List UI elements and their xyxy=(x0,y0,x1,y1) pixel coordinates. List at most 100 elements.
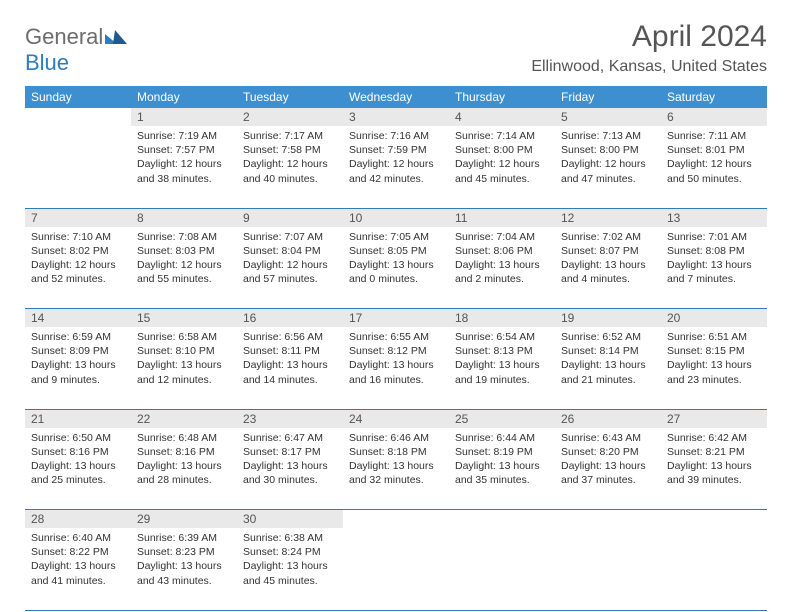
day-number: 19 xyxy=(555,309,661,328)
day-cell: Sunrise: 7:05 AMSunset: 8:05 PMDaylight:… xyxy=(343,227,449,309)
day-number: 14 xyxy=(25,309,131,328)
day-cell: Sunrise: 7:04 AMSunset: 8:06 PMDaylight:… xyxy=(449,227,555,309)
header: General Blue April 2024 Ellinwood, Kansa… xyxy=(25,20,767,76)
day-cell: Sunrise: 6:42 AMSunset: 8:21 PMDaylight:… xyxy=(661,428,767,510)
day-cell: Sunrise: 7:19 AMSunset: 7:57 PMDaylight:… xyxy=(131,126,237,208)
daynum-row: 14151617181920 xyxy=(25,309,767,328)
week-row: Sunrise: 6:50 AMSunset: 8:16 PMDaylight:… xyxy=(25,428,767,510)
day-header: Wednesday xyxy=(343,86,449,108)
day-number: 28 xyxy=(25,510,131,529)
day-details: Sunrise: 6:56 AMSunset: 8:11 PMDaylight:… xyxy=(237,327,343,393)
day-details: Sunrise: 7:05 AMSunset: 8:05 PMDaylight:… xyxy=(343,227,449,293)
day-details: Sunrise: 7:13 AMSunset: 8:00 PMDaylight:… xyxy=(555,126,661,192)
day-details: Sunrise: 7:04 AMSunset: 8:06 PMDaylight:… xyxy=(449,227,555,293)
day-number: 9 xyxy=(237,208,343,227)
day-number: 8 xyxy=(131,208,237,227)
day-number: 20 xyxy=(661,309,767,328)
day-number xyxy=(555,510,661,529)
day-cell: Sunrise: 7:13 AMSunset: 8:00 PMDaylight:… xyxy=(555,126,661,208)
day-details: Sunrise: 6:48 AMSunset: 8:16 PMDaylight:… xyxy=(131,428,237,494)
day-header: Saturday xyxy=(661,86,767,108)
day-cell: Sunrise: 7:07 AMSunset: 8:04 PMDaylight:… xyxy=(237,227,343,309)
day-details: Sunrise: 7:07 AMSunset: 8:04 PMDaylight:… xyxy=(237,227,343,293)
day-details: Sunrise: 6:58 AMSunset: 8:10 PMDaylight:… xyxy=(131,327,237,393)
daynum-row: 282930 xyxy=(25,510,767,529)
day-cell: Sunrise: 7:08 AMSunset: 8:03 PMDaylight:… xyxy=(131,227,237,309)
day-number: 15 xyxy=(131,309,237,328)
day-number: 13 xyxy=(661,208,767,227)
day-cell: Sunrise: 6:39 AMSunset: 8:23 PMDaylight:… xyxy=(131,528,237,610)
day-cell xyxy=(449,528,555,610)
title-block: April 2024 Ellinwood, Kansas, United Sta… xyxy=(531,20,767,76)
day-details: Sunrise: 6:50 AMSunset: 8:16 PMDaylight:… xyxy=(25,428,131,494)
location-text: Ellinwood, Kansas, United States xyxy=(531,58,767,76)
daynum-row: 123456 xyxy=(25,108,767,126)
day-number: 3 xyxy=(343,108,449,126)
logo: General Blue xyxy=(25,24,127,76)
day-number: 12 xyxy=(555,208,661,227)
week-row: Sunrise: 7:10 AMSunset: 8:02 PMDaylight:… xyxy=(25,227,767,309)
day-details: Sunrise: 6:42 AMSunset: 8:21 PMDaylight:… xyxy=(661,428,767,494)
day-number: 22 xyxy=(131,409,237,428)
calendar-table: SundayMondayTuesdayWednesdayThursdayFrid… xyxy=(25,86,767,611)
day-details: Sunrise: 6:39 AMSunset: 8:23 PMDaylight:… xyxy=(131,528,237,594)
day-details: Sunrise: 7:08 AMSunset: 8:03 PMDaylight:… xyxy=(131,227,237,293)
day-number: 30 xyxy=(237,510,343,529)
day-cell: Sunrise: 6:47 AMSunset: 8:17 PMDaylight:… xyxy=(237,428,343,510)
day-number xyxy=(449,510,555,529)
day-number: 26 xyxy=(555,409,661,428)
daynum-row: 21222324252627 xyxy=(25,409,767,428)
day-cell: Sunrise: 7:16 AMSunset: 7:59 PMDaylight:… xyxy=(343,126,449,208)
day-cell: Sunrise: 6:56 AMSunset: 8:11 PMDaylight:… xyxy=(237,327,343,409)
day-cell: Sunrise: 7:17 AMSunset: 7:58 PMDaylight:… xyxy=(237,126,343,208)
day-details: Sunrise: 6:40 AMSunset: 8:22 PMDaylight:… xyxy=(25,528,131,594)
day-cell: Sunrise: 6:59 AMSunset: 8:09 PMDaylight:… xyxy=(25,327,131,409)
day-cell: Sunrise: 6:58 AMSunset: 8:10 PMDaylight:… xyxy=(131,327,237,409)
day-number: 10 xyxy=(343,208,449,227)
day-number: 7 xyxy=(25,208,131,227)
day-cell: Sunrise: 6:38 AMSunset: 8:24 PMDaylight:… xyxy=(237,528,343,610)
day-number: 2 xyxy=(237,108,343,126)
day-details: Sunrise: 7:01 AMSunset: 8:08 PMDaylight:… xyxy=(661,227,767,293)
day-cell: Sunrise: 6:55 AMSunset: 8:12 PMDaylight:… xyxy=(343,327,449,409)
week-row: Sunrise: 7:19 AMSunset: 7:57 PMDaylight:… xyxy=(25,126,767,208)
day-details: Sunrise: 7:10 AMSunset: 8:02 PMDaylight:… xyxy=(25,227,131,293)
day-cell: Sunrise: 6:50 AMSunset: 8:16 PMDaylight:… xyxy=(25,428,131,510)
day-cell: Sunrise: 7:14 AMSunset: 8:00 PMDaylight:… xyxy=(449,126,555,208)
day-number: 27 xyxy=(661,409,767,428)
day-details: Sunrise: 6:46 AMSunset: 8:18 PMDaylight:… xyxy=(343,428,449,494)
day-number: 23 xyxy=(237,409,343,428)
day-number: 1 xyxy=(131,108,237,126)
week-row: Sunrise: 6:40 AMSunset: 8:22 PMDaylight:… xyxy=(25,528,767,610)
day-number: 6 xyxy=(661,108,767,126)
day-cell xyxy=(25,126,131,208)
calendar-body: 123456Sunrise: 7:19 AMSunset: 7:57 PMDay… xyxy=(25,108,767,610)
day-header: Tuesday xyxy=(237,86,343,108)
logo-mark-icon xyxy=(105,28,127,44)
day-details: Sunrise: 7:02 AMSunset: 8:07 PMDaylight:… xyxy=(555,227,661,293)
day-details: Sunrise: 6:59 AMSunset: 8:09 PMDaylight:… xyxy=(25,327,131,393)
day-cell xyxy=(343,528,449,610)
day-details: Sunrise: 7:16 AMSunset: 7:59 PMDaylight:… xyxy=(343,126,449,192)
day-cell: Sunrise: 6:46 AMSunset: 8:18 PMDaylight:… xyxy=(343,428,449,510)
day-cell xyxy=(555,528,661,610)
day-header: Monday xyxy=(131,86,237,108)
week-row: Sunrise: 6:59 AMSunset: 8:09 PMDaylight:… xyxy=(25,327,767,409)
day-details: Sunrise: 7:14 AMSunset: 8:00 PMDaylight:… xyxy=(449,126,555,192)
day-details: Sunrise: 6:47 AMSunset: 8:17 PMDaylight:… xyxy=(237,428,343,494)
day-details: Sunrise: 6:38 AMSunset: 8:24 PMDaylight:… xyxy=(237,528,343,594)
day-number xyxy=(661,510,767,529)
day-number: 24 xyxy=(343,409,449,428)
day-details: Sunrise: 7:17 AMSunset: 7:58 PMDaylight:… xyxy=(237,126,343,192)
day-number: 29 xyxy=(131,510,237,529)
day-details: Sunrise: 6:54 AMSunset: 8:13 PMDaylight:… xyxy=(449,327,555,393)
day-details: Sunrise: 6:52 AMSunset: 8:14 PMDaylight:… xyxy=(555,327,661,393)
day-cell: Sunrise: 7:11 AMSunset: 8:01 PMDaylight:… xyxy=(661,126,767,208)
day-cell: Sunrise: 6:40 AMSunset: 8:22 PMDaylight:… xyxy=(25,528,131,610)
day-number: 17 xyxy=(343,309,449,328)
day-number: 18 xyxy=(449,309,555,328)
day-details: Sunrise: 6:43 AMSunset: 8:20 PMDaylight:… xyxy=(555,428,661,494)
day-cell: Sunrise: 6:43 AMSunset: 8:20 PMDaylight:… xyxy=(555,428,661,510)
day-details: Sunrise: 6:44 AMSunset: 8:19 PMDaylight:… xyxy=(449,428,555,494)
day-details: Sunrise: 6:55 AMSunset: 8:12 PMDaylight:… xyxy=(343,327,449,393)
